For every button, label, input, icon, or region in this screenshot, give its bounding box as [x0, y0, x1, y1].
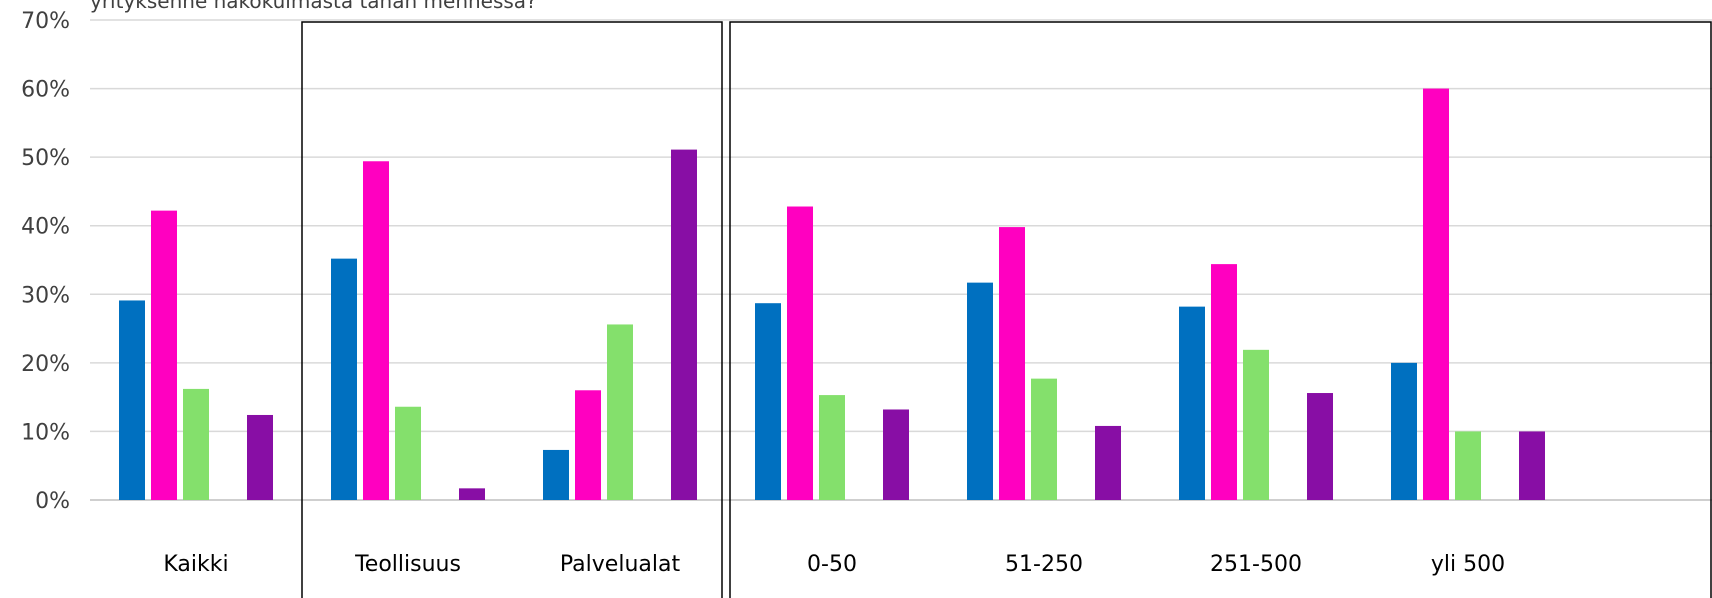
bars: [119, 88, 1545, 501]
x-axis-categories: Kaikki Teollisuus Palvelualat 0-50 51-250 251…: [163, 552, 1505, 577]
x-category-label: Palvelualat: [560, 552, 681, 577]
y-tick-label: 40%: [21, 215, 70, 240]
bar: [395, 406, 421, 500]
bar: [1519, 431, 1545, 500]
bar: [819, 395, 845, 500]
bar: [883, 409, 909, 500]
x-category-label: 0-50: [807, 552, 857, 577]
bar: [247, 414, 273, 500]
bar: [967, 282, 993, 500]
group-box: [301, 21, 723, 598]
y-tick-label: 10%: [21, 420, 70, 445]
bar: [1031, 378, 1057, 500]
bar: [1307, 393, 1333, 500]
y-tick-label: 30%: [21, 283, 70, 308]
x-category-label: 51-250: [1005, 552, 1083, 577]
bar: [1095, 425, 1121, 500]
bar: [1391, 362, 1417, 500]
y-axis-ticks: 0% 10% 20% 30% 40% 50% 60% 70%: [21, 9, 70, 514]
bar: [575, 390, 601, 500]
y-tick-label: 60%: [21, 78, 70, 103]
bar: [119, 300, 145, 500]
x-category-label: Teollisuus: [354, 552, 461, 577]
group-dividers: [301, 21, 1712, 598]
bar: [1423, 88, 1449, 501]
group-box: [729, 21, 1712, 598]
x-category-label: Kaikki: [163, 552, 228, 577]
bar: [459, 488, 485, 500]
bar: [151, 210, 177, 500]
y-tick-label: 70%: [21, 9, 70, 34]
bar: [607, 324, 633, 500]
bar: [543, 449, 569, 500]
y-tick-label: 20%: [21, 352, 70, 377]
bar: [787, 206, 813, 500]
bar: [331, 258, 357, 500]
bar: [1455, 431, 1481, 500]
bar: [363, 161, 389, 500]
bar: [1179, 306, 1205, 500]
bar: [671, 149, 697, 500]
bar: [1243, 349, 1269, 500]
bar: [755, 303, 781, 500]
bar: [183, 388, 209, 500]
y-tick-label: 0%: [35, 489, 70, 514]
bar: [1211, 264, 1237, 500]
x-category-label: yli 500: [1431, 552, 1505, 577]
gridlines: [90, 19, 1712, 501]
y-tick-label: 50%: [21, 146, 70, 171]
x-category-label: 251-500: [1210, 552, 1302, 577]
chart-title: yrityksenne näkökulmasta tähän mennessä?: [90, 0, 537, 13]
bar: [999, 227, 1025, 501]
